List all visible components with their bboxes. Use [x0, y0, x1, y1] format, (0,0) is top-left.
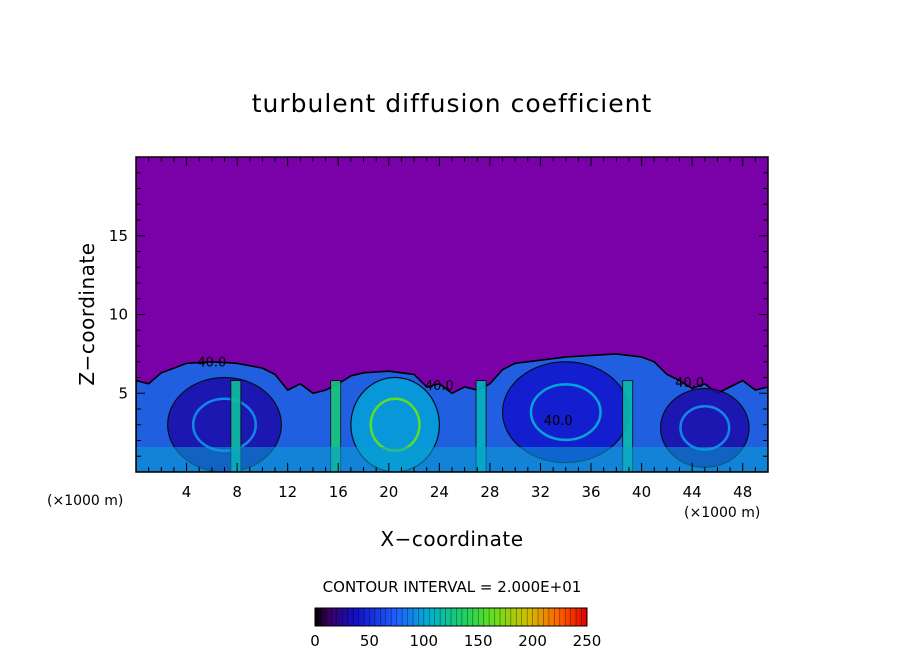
- colorbar: 0 50 100 150 200 250: [310, 607, 601, 650]
- y-tick-label: 5: [118, 384, 128, 402]
- colorbar-tick-label: 0: [310, 632, 320, 650]
- x-tick-label: 48: [733, 483, 752, 501]
- y-ticks: 5 10 15: [109, 172, 768, 457]
- colorbar-tick-label: 200: [518, 632, 547, 650]
- colorbar-tick-label: 100: [409, 632, 438, 650]
- colorbar-tick-label: 50: [360, 632, 379, 650]
- x-unit-right: (×1000 m): [684, 505, 760, 521]
- x-tick-label: 24: [430, 483, 449, 501]
- contour-label: 40.0: [544, 414, 573, 429]
- contour-labels: 40.0 40.0 40.0 40.0: [197, 355, 704, 428]
- eddy-ring: [529, 383, 602, 442]
- contour-label: 40.0: [425, 379, 454, 394]
- x-tick-label: 20: [379, 483, 398, 501]
- contour-interval: CONTOUR INTERVAL = 2.000E+01: [323, 578, 582, 596]
- x-tick-label: 36: [581, 483, 600, 501]
- plume-group: [230, 380, 634, 472]
- y-tick-label: 10: [109, 306, 128, 324]
- x-tick-label: 32: [531, 483, 550, 501]
- colorbar-tick-label: 250: [573, 632, 602, 650]
- x-tick-label: 12: [278, 483, 297, 501]
- x-axis-label: X−coordinate: [380, 527, 523, 551]
- colorbar-tick-label: 150: [464, 632, 493, 650]
- contour-label: 40.0: [675, 376, 704, 391]
- x-unit-left: (×1000 m): [47, 493, 123, 509]
- plot-area: [136, 157, 768, 472]
- y-tick-label: 15: [109, 227, 128, 245]
- y-axis-label: Z−coordinate: [75, 242, 99, 385]
- x-tick-label: 8: [232, 483, 242, 501]
- x-tick-label: 28: [480, 483, 499, 501]
- chart-title: turbulent diffusion coefficient: [252, 89, 653, 118]
- x-tick-label: 44: [683, 483, 702, 501]
- x-ticks: 4 8 12 16 20 24 28 32 36 40 44 48: [148, 157, 756, 501]
- x-tick-label: 4: [182, 483, 192, 501]
- eddy-group: [167, 361, 750, 472]
- contour-label: 40.0: [197, 355, 226, 370]
- x-tick-label: 16: [329, 483, 348, 501]
- x-tick-label: 40: [632, 483, 651, 501]
- colorbar-ticks: 0 50 100 150 200 250: [310, 632, 601, 650]
- colorbar-stripes: [314, 608, 588, 626]
